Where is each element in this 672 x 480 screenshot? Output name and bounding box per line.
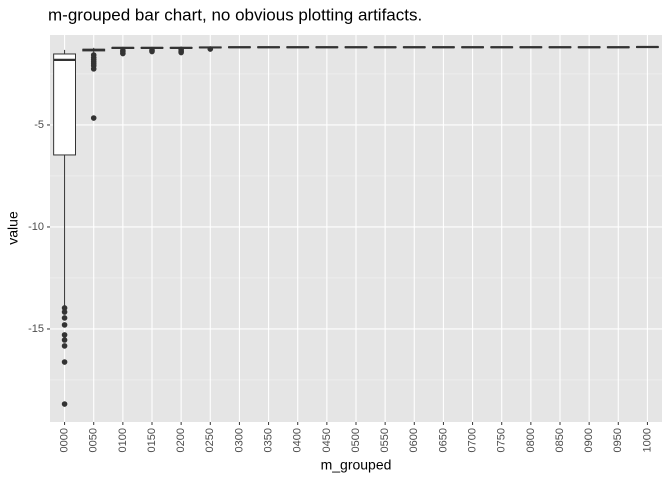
x-tick-label: 0800 xyxy=(525,428,537,452)
x-tick-label: 0950 xyxy=(612,428,624,452)
x-tick-label: 0350 xyxy=(262,428,274,452)
outlier xyxy=(120,50,126,57)
y-tick-label: -15 xyxy=(28,323,44,335)
outlier xyxy=(61,401,68,407)
y-tick-label: -5 xyxy=(34,119,44,131)
outlier xyxy=(61,337,68,343)
outlier xyxy=(90,115,97,121)
x-tick-label: 0200 xyxy=(175,428,187,452)
x-tick-label: 0600 xyxy=(408,428,420,452)
outlier xyxy=(149,48,155,55)
x-tick-label: 0750 xyxy=(496,428,508,452)
outlier xyxy=(61,305,68,311)
chart-title: m-grouped bar chart, no obvious plotting… xyxy=(48,5,422,24)
x-tick-label: 0450 xyxy=(321,428,333,452)
outlier xyxy=(178,49,184,56)
x-tick-label: 0700 xyxy=(466,428,478,452)
x-tick-label: 1000 xyxy=(641,428,653,452)
x-tick-label: 0500 xyxy=(350,428,362,452)
outlier xyxy=(61,315,68,321)
x-tick-label: 0900 xyxy=(583,428,595,452)
x-tick-label: 0100 xyxy=(117,428,129,452)
x-axis-label: m_grouped xyxy=(321,457,392,473)
x-tick-label: 0000 xyxy=(58,428,70,452)
outlier xyxy=(61,359,68,365)
x-tick-label: 0300 xyxy=(233,428,245,452)
x-tick-label: 0550 xyxy=(379,428,391,452)
x-tick-label: 0250 xyxy=(204,428,216,452)
outlier xyxy=(207,46,214,52)
outlier xyxy=(61,332,68,338)
box xyxy=(53,53,76,156)
x-tick-label: 0650 xyxy=(437,428,449,452)
outlier xyxy=(61,309,68,315)
y-tick-label: -10 xyxy=(28,221,44,233)
x-tick-label: 0850 xyxy=(554,428,566,452)
outlier xyxy=(90,66,97,72)
x-tick-label: 0050 xyxy=(88,428,100,452)
x-tick-label: 0150 xyxy=(146,428,158,452)
y-axis-label: value xyxy=(5,211,21,245)
x-tick-label: 0400 xyxy=(292,428,304,452)
outlier xyxy=(61,343,68,349)
outlier xyxy=(61,322,68,328)
